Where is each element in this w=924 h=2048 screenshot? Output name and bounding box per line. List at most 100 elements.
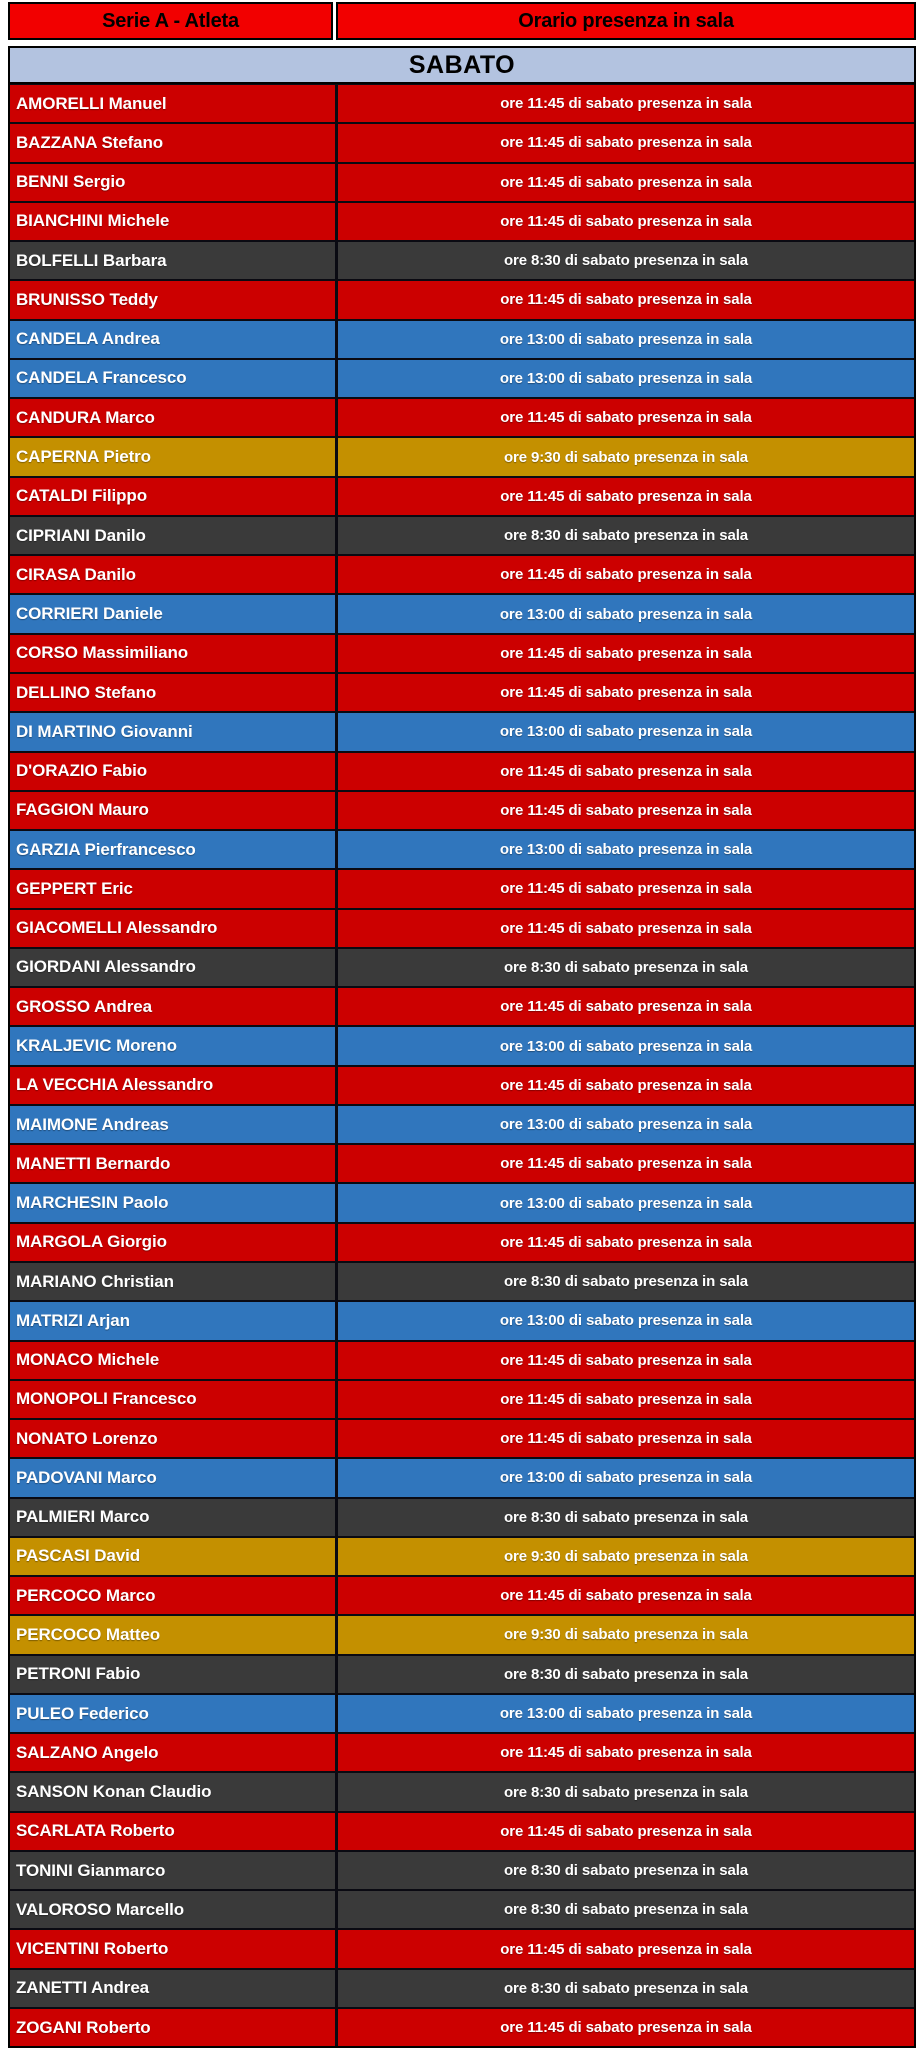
table-row[interactable]: BENNI Sergio ore 11:45 di sabato presenza… bbox=[10, 161, 914, 201]
table-row[interactable]: PADOVANI Marco ore 13:00 di sabato presen… bbox=[10, 1457, 914, 1497]
attendance-time-cell: ore 9:30 di sabato presenza in sala bbox=[335, 1616, 914, 1654]
athlete-name-cell: AMORELLI Manuel bbox=[16, 93, 167, 113]
table-row[interactable]: MARCHESIN Paolo ore 13:00 di sabato prese… bbox=[10, 1182, 914, 1222]
table-row[interactable]: CANDELA Andrea ore 13:00 di sabato presen… bbox=[10, 318, 914, 358]
athlete-name-cell: ZANETTI Andrea bbox=[16, 1978, 150, 1998]
table-row[interactable]: ZOGANI Roberto ore 11:45 di sabato presen… bbox=[10, 2007, 914, 2046]
attendance-time-cell: ore 13:00 di sabato presenza in sala bbox=[335, 1459, 914, 1497]
athlete-name-cell: GIORDANI Alessandro bbox=[16, 957, 196, 977]
athlete-name-cell: GEPPERT Eric bbox=[16, 878, 133, 898]
attendance-time-cell: ore 13:00 di sabato presenza in sala bbox=[335, 1302, 914, 1340]
attendance-time-cell: ore 11:45 di sabato presenza in sala bbox=[335, 870, 914, 908]
athlete-name-cell: CIRASA Danilo bbox=[16, 564, 136, 584]
table-row[interactable]: MONACO Michele ore 11:45 di sabato presen… bbox=[10, 1339, 914, 1379]
table-row[interactable]: LA VECCHIA Alessandro ore 11:45 di sabato… bbox=[10, 1064, 914, 1104]
attendance-time-cell: ore 11:45 di sabato presenza in sala bbox=[335, 673, 914, 712]
table-row[interactable]: D'ORAZIO Fabio ore 11:45 di sabato presen… bbox=[10, 750, 914, 790]
athlete-name-cell: CORRIERI Daniele bbox=[16, 604, 163, 624]
athlete-name-cell: BAZZANA Stefano bbox=[16, 132, 164, 152]
attendance-time-cell: ore 13:00 di sabato presenza in sala bbox=[335, 1027, 914, 1065]
athlete-name-cell: SALZANO Angelo bbox=[16, 1742, 159, 1762]
table-row[interactable]: PETRONI Fabio ore 8:30 di sabato presenza… bbox=[10, 1653, 914, 1693]
table-row[interactable]: MAIMONE Andreas ore 13:00 di sabato prese… bbox=[10, 1103, 914, 1144]
table-row[interactable]: GROSSO Andrea ore 11:45 di sabato presenz… bbox=[10, 986, 914, 1026]
table-row[interactable]: DI MARTINO Giovanni ore 13:00 di sabato p… bbox=[10, 711, 914, 751]
table-row[interactable]: CIRASA Danilo ore 11:45 di sabato presenz… bbox=[10, 554, 914, 594]
table-row[interactable]: PULEO Federico ore 13:00 di sabato presen… bbox=[10, 1692, 914, 1733]
athlete-name-cell: TONINI Gianmarco bbox=[16, 1860, 166, 1880]
table-row[interactable]: SCARLATA Roberto ore 11:45 di sabato pres… bbox=[10, 1810, 914, 1850]
table-row[interactable]: FAGGION Mauro ore 11:45 di sabato presenz… bbox=[10, 789, 914, 830]
table-row[interactable]: CORRIERI Daniele ore 13:00 di sabato pres… bbox=[10, 593, 914, 633]
table-row[interactable]: CANDURA Marco ore 11:45 di sabato presenz… bbox=[10, 397, 914, 437]
table-row[interactable]: BIANCHINI Michele ore 11:45 di sabato pre… bbox=[10, 200, 914, 241]
table-row[interactable]: VICENTINI Roberto ore 11:45 di sabato pre… bbox=[10, 1928, 914, 1968]
day-band-sabato: SABATO bbox=[8, 46, 916, 84]
table-row[interactable]: ZANETTI Andrea ore 8:30 di sabato presenz… bbox=[10, 1967, 914, 2008]
table-row[interactable]: SANSON Konan Claudio ore 8:30 di sabato p… bbox=[10, 1771, 914, 1811]
table-row[interactable]: CANDELA Francesco ore 13:00 di sabato pre… bbox=[10, 357, 914, 398]
athlete-name-cell: MONOPOLI Francesco bbox=[16, 1389, 197, 1409]
attendance-time-cell: ore 11:45 di sabato presenza in sala bbox=[335, 1734, 914, 1772]
table-row[interactable]: DELLINO Stefano ore 11:45 di sabato prese… bbox=[10, 671, 914, 712]
table-row[interactable]: CAPERNA Pietro ore 9:30 di sabato presenz… bbox=[10, 436, 914, 476]
attendance-time-cell: ore 8:30 di sabato presenza in sala bbox=[335, 948, 914, 987]
table-row[interactable]: PASCASI David ore 9:30 di sabato presenza… bbox=[10, 1535, 914, 1576]
table-row[interactable]: PERCOCO Matteo ore 9:30 di sabato presenz… bbox=[10, 1614, 914, 1654]
table-row[interactable]: CIPRIANI Danilo ore 8:30 di sabato presen… bbox=[10, 514, 914, 555]
attendance-time-cell: ore 8:30 di sabato presenza in sala bbox=[335, 1655, 914, 1693]
table-row[interactable]: SALZANO Angelo ore 11:45 di sabato presen… bbox=[10, 1732, 914, 1772]
athlete-name-cell: MANETTI Bernardo bbox=[16, 1153, 171, 1173]
table-row[interactable]: VALOROSO Marcello ore 8:30 di sabato pres… bbox=[10, 1889, 914, 1929]
table-row[interactable]: NONATO Lorenzo ore 11:45 di sabato presen… bbox=[10, 1418, 914, 1458]
table-row[interactable]: MARIANO Christian ore 8:30 di sabato pres… bbox=[10, 1260, 914, 1301]
table-row[interactable]: MATRIZI Arjan ore 13:00 di sabato presenz… bbox=[10, 1300, 914, 1340]
table-row[interactable]: KRALJEVIC Moreno ore 13:00 di sabato pres… bbox=[10, 1025, 914, 1065]
table-row[interactable]: GEPPERT Eric ore 11:45 di sabato presenza… bbox=[10, 868, 914, 908]
athlete-table-body: AMORELLI Manuel ore 11:45 di sabato prese… bbox=[8, 84, 916, 2048]
table-row[interactable]: BRUNISSO Teddy ore 11:45 di sabato presen… bbox=[10, 279, 914, 319]
attendance-time-cell: ore 11:45 di sabato presenza in sala bbox=[335, 1812, 914, 1850]
table-row[interactable]: GIORDANI Alessandro ore 8:30 di sabato pr… bbox=[10, 946, 914, 987]
table-row[interactable]: MANETTI Bernardo ore 11:45 di sabato pres… bbox=[10, 1143, 914, 1183]
athlete-name-cell: CORSO Massimiliano bbox=[16, 643, 189, 663]
attendance-time-cell: ore 11:45 di sabato presenza in sala bbox=[335, 791, 914, 830]
attendance-time-cell: ore 13:00 di sabato presenza in sala bbox=[335, 595, 914, 633]
attendance-time-cell: ore 8:30 di sabato presenza in sala bbox=[335, 1498, 914, 1536]
attendance-time-cell: ore 13:00 di sabato presenza in sala bbox=[335, 320, 914, 358]
athlete-name-cell: PERCOCO Matteo bbox=[16, 1624, 161, 1644]
athlete-name-cell: PALMIERI Marco bbox=[16, 1507, 150, 1527]
athlete-name-cell: PASCASI David bbox=[16, 1546, 141, 1566]
table-row[interactable]: PALMIERI Marco ore 8:30 di sabato presenz… bbox=[10, 1496, 914, 1536]
table-row[interactable]: PERCOCO Marco ore 11:45 di sabato presenz… bbox=[10, 1575, 914, 1615]
athlete-name-cell: VALOROSO Marcello bbox=[16, 1899, 185, 1919]
table-row[interactable]: CORSO Massimiliano ore 11:45 di sabato pr… bbox=[10, 632, 914, 672]
athlete-name-cell: MARCHESIN Paolo bbox=[16, 1193, 169, 1213]
athlete-name-cell: LA VECCHIA Alessandro bbox=[16, 1075, 214, 1095]
athlete-name-cell: CANDELA Francesco bbox=[16, 368, 187, 388]
column-header-time: Orario presenza in sala bbox=[336, 2, 916, 40]
attendance-time-cell: ore 11:45 di sabato presenza in sala bbox=[335, 281, 914, 319]
column-header-athlete: Serie A - Atleta bbox=[8, 2, 333, 40]
table-row[interactable]: MARGOLA Giorgio ore 11:45 di sabato prese… bbox=[10, 1221, 914, 1261]
attendance-time-cell: ore 13:00 di sabato presenza in sala bbox=[335, 713, 914, 751]
athlete-name-cell: CATALDI Filippo bbox=[16, 486, 148, 506]
table-row[interactable]: GARZIA Pierfrancesco ore 13:00 di sabato … bbox=[10, 829, 914, 869]
athlete-name-cell: PERCOCO Marco bbox=[16, 1585, 156, 1605]
table-row[interactable]: TONINI Gianmarco ore 8:30 di sabato prese… bbox=[10, 1849, 914, 1890]
table-row[interactable]: GIACOMELLI Alessandro ore 11:45 di sabato… bbox=[10, 907, 914, 947]
attendance-time-cell: ore 11:45 di sabato presenza in sala bbox=[335, 163, 914, 201]
table-row[interactable]: AMORELLI Manuel ore 11:45 di sabato prese… bbox=[10, 84, 914, 123]
attendance-time-cell: ore 11:45 di sabato presenza in sala bbox=[335, 1380, 914, 1419]
athlete-name-cell: GARZIA Pierfrancesco bbox=[16, 839, 196, 859]
table-row[interactable]: BAZZANA Stefano ore 11:45 di sabato prese… bbox=[10, 122, 914, 162]
table-row[interactable]: CATALDI Filippo ore 11:45 di sabato prese… bbox=[10, 475, 914, 515]
table-row[interactable]: MONOPOLI Francesco ore 11:45 di sabato pr… bbox=[10, 1378, 914, 1419]
athlete-name-cell: SANSON Konan Claudio bbox=[16, 1782, 212, 1802]
attendance-time-cell: ore 13:00 di sabato presenza in sala bbox=[335, 831, 914, 869]
athlete-name-cell: D'ORAZIO Fabio bbox=[16, 761, 148, 781]
table-row[interactable]: BOLFELLI Barbara ore 8:30 di sabato prese… bbox=[10, 240, 914, 280]
attendance-time-cell: ore 11:45 di sabato presenza in sala bbox=[335, 1420, 914, 1458]
attendance-time-cell: ore 13:00 di sabato presenza in sala bbox=[335, 1105, 914, 1144]
